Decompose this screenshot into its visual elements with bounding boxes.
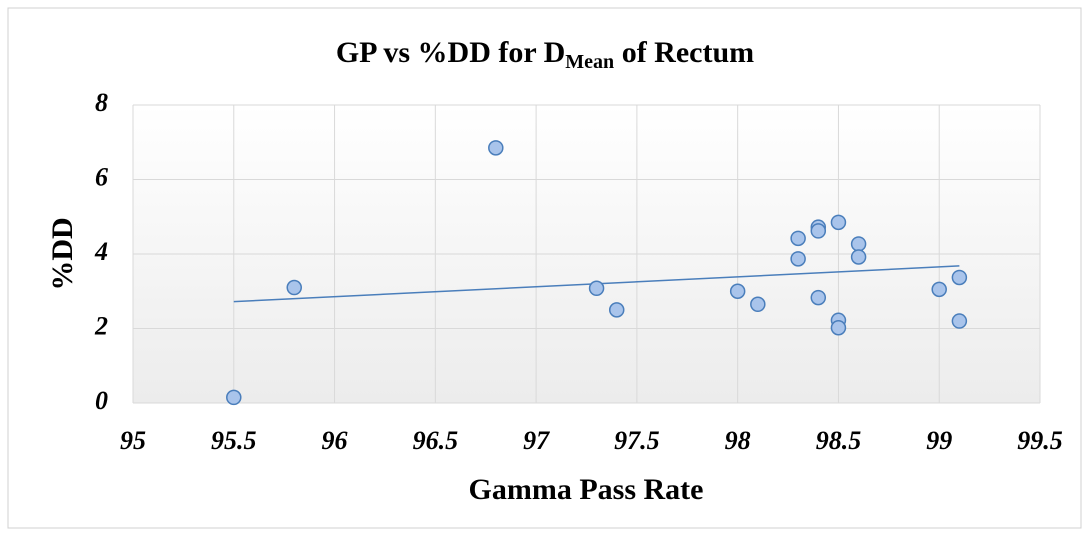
data-point [750,296,766,313]
x-axis-label: Gamma Pass Rate [469,473,704,506]
data-point [931,281,947,298]
data-point [790,230,806,247]
data-point [810,223,827,239]
x-tick-label: 99 [926,426,952,455]
y-tick-label: 6 [95,162,108,191]
y-tick-label: 2 [94,311,108,340]
x-tick-label: 96 [322,426,348,455]
title-part: of Rectum [614,36,754,69]
y-tick-label: 8 [95,88,108,117]
data-point [850,236,867,252]
data-point [830,320,847,336]
x-tick-label: 95.5 [211,426,257,455]
x-tick-label: 98.5 [816,426,862,455]
x-tick-label: 98 [725,426,751,455]
x-tick-label: 99.5 [1017,426,1063,455]
y-tick-label: 4 [94,237,108,266]
data-point [810,289,827,306]
title-subscript: Mean [565,51,614,73]
title-part: GP vs %DD for D [336,36,565,69]
x-tick-label: 95 [120,426,146,455]
data-point [286,279,302,296]
data-point [951,313,968,329]
data-point [729,283,746,299]
data-point [850,249,867,265]
data-point [608,302,625,318]
y-tick-label: 0 [95,386,108,415]
data-point [488,140,504,156]
data-point [588,280,605,297]
x-tick-label: 97 [523,426,550,455]
data-point [790,251,806,267]
data-point [226,389,242,406]
chart-title: GP vs %DD for DMean of Rectum [336,36,754,73]
x-tick-label: 97.5 [614,426,660,455]
data-point [830,214,847,231]
x-tick-label: 96.5 [413,426,459,455]
y-axis-label: %DD [46,217,79,290]
data-point [951,269,968,286]
